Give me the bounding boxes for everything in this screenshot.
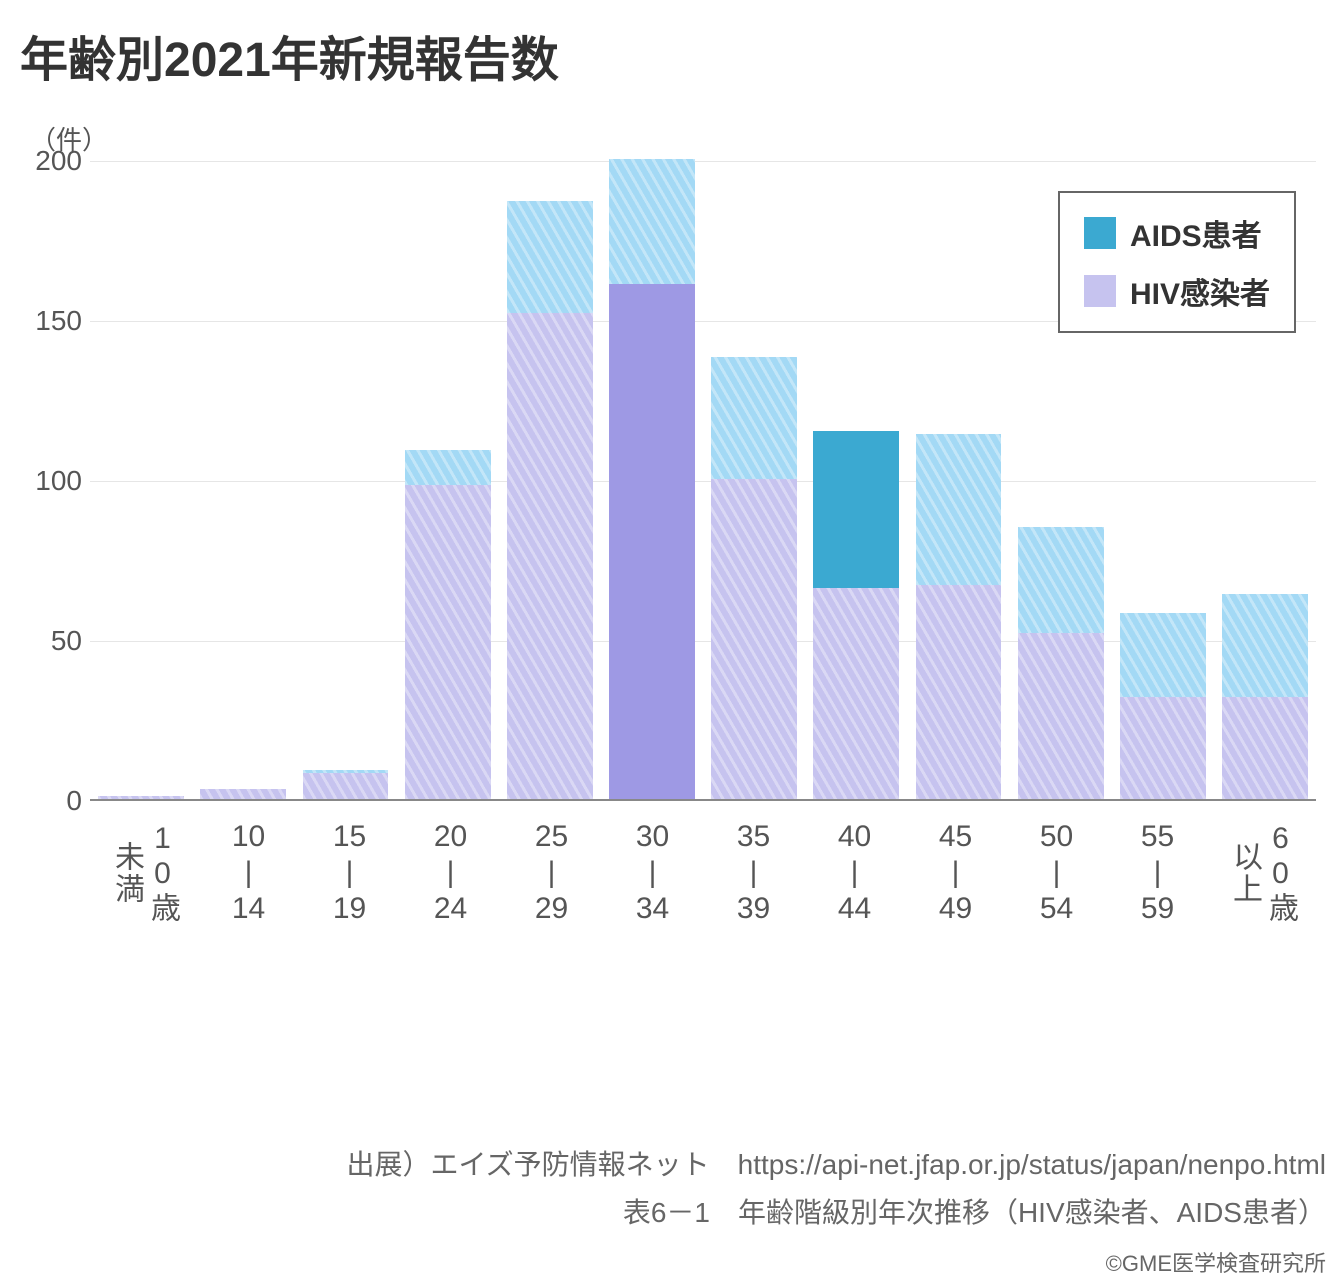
stacked-bar (813, 431, 899, 799)
x-tick-label: 20|24 (400, 801, 501, 927)
bar-segment-hiv (507, 313, 593, 799)
bar-segment-aids (1120, 613, 1206, 696)
plot-area: AIDS患者 HIV感染者 (90, 161, 1316, 801)
bar-segment-hiv (711, 479, 797, 799)
chart-title: 年齢別2021年新規報告数 (20, 20, 1326, 90)
y-tick-label: 200 (35, 145, 82, 177)
x-tick-label: 50|54 (1006, 801, 1107, 927)
bar-segment-hiv (1120, 697, 1206, 799)
bar-segment-aids (507, 201, 593, 313)
y-tick-label: 0 (66, 785, 82, 817)
x-tick-label: 40|44 (804, 801, 905, 927)
source-line-2: 表6－1 年齢階級別年次推移（HIV感染者、AIDS患者） (20, 1189, 1326, 1237)
stacked-bar (609, 159, 695, 799)
legend-swatch-hiv (1084, 275, 1116, 307)
x-tick-label: 35|39 (703, 801, 804, 927)
x-tick-label: 45|49 (905, 801, 1006, 927)
bar-segment-aids (405, 450, 491, 485)
y-tick-label: 150 (35, 305, 82, 337)
x-tick-label: 10|14 (198, 801, 299, 927)
x-tick-label: 25|29 (501, 801, 602, 927)
stacked-bar (200, 789, 286, 799)
y-tick-label: 50 (51, 625, 82, 657)
copyright: ©GME医学検査研究所 (20, 1246, 1326, 1278)
bar-segment-hiv (98, 796, 184, 799)
bar-column (703, 161, 805, 799)
stacked-bar (1222, 594, 1308, 799)
stacked-bar (303, 770, 389, 799)
stacked-bar (405, 450, 491, 799)
bar-segment-aids (916, 434, 1002, 584)
stacked-bar (916, 434, 1002, 799)
source-line-1: 出展）エイズ予防情報ネット https://api-net.jfap.or.jp… (20, 1141, 1326, 1189)
x-axis: 10歳未満10|1415|1920|2425|2930|3435|3940|44… (90, 801, 1316, 927)
bar-segment-hiv (303, 773, 389, 799)
legend: AIDS患者 HIV感染者 (1058, 191, 1296, 333)
bar-segment-hiv (1222, 697, 1308, 799)
bar-segment-aids (813, 431, 899, 588)
bar-segment-hiv (609, 284, 695, 799)
bar-segment-aids (1222, 594, 1308, 696)
bar-segment-aids (1018, 527, 1104, 633)
y-axis: 050100150200 (20, 161, 90, 801)
chart-area: 050100150200 AIDS患者 HIV感染者 10歳未満10|1415|… (20, 161, 1316, 881)
x-tick-label: 15|19 (299, 801, 400, 927)
bar-column (907, 161, 1009, 799)
bar-segment-aids (609, 159, 695, 284)
y-axis-unit: （件） (30, 120, 1326, 157)
stacked-bar (98, 796, 184, 799)
bar-column (294, 161, 396, 799)
stacked-bar (1018, 527, 1104, 799)
stacked-bar (711, 357, 797, 799)
stacked-bar (1120, 613, 1206, 799)
chart-footer: 出展）エイズ予防情報ネット https://api-net.jfap.or.jp… (20, 1141, 1326, 1278)
bar-column (805, 161, 907, 799)
bar-column (601, 161, 703, 799)
bar-segment-aids (711, 357, 797, 479)
x-tick-label: 55|59 (1107, 801, 1208, 927)
bar-segment-hiv (200, 789, 286, 799)
bar-column (192, 161, 294, 799)
x-tick-label: 30|34 (602, 801, 703, 927)
bar-column (90, 161, 192, 799)
legend-swatch-aids (1084, 217, 1116, 249)
legend-label-hiv: HIV感染者 (1130, 269, 1270, 313)
y-tick-label: 100 (35, 465, 82, 497)
x-tick-label: 10歳未満 (90, 801, 198, 927)
stacked-bar (507, 201, 593, 799)
bar-segment-hiv (1018, 633, 1104, 799)
bar-segment-hiv (916, 585, 1002, 799)
bar-column (397, 161, 499, 799)
x-tick-label: 60歳以上 (1208, 801, 1316, 927)
bar-segment-hiv (405, 485, 491, 799)
bar-segment-hiv (813, 588, 899, 799)
bar-column (499, 161, 601, 799)
legend-item-hiv: HIV感染者 (1084, 269, 1270, 313)
legend-item-aids: AIDS患者 (1084, 211, 1270, 255)
legend-label-aids: AIDS患者 (1130, 211, 1262, 255)
